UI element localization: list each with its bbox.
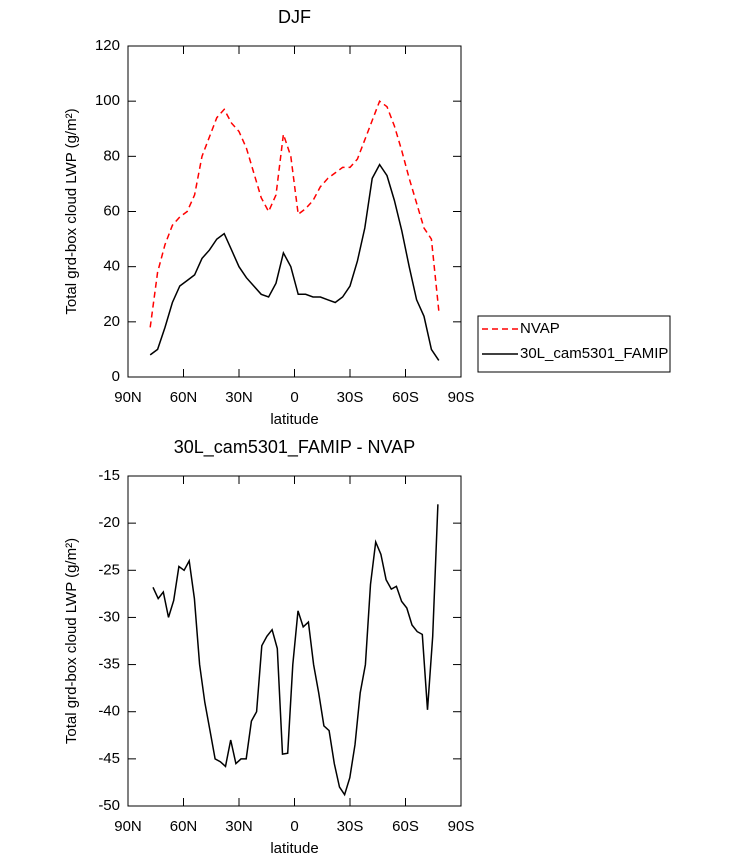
- y-tick-label: 0: [112, 368, 120, 385]
- plot-frame: [127, 45, 462, 378]
- x-tick-label: 90N: [114, 389, 142, 406]
- legend-label: NVAP: [520, 320, 560, 337]
- x-tick-label: 60S: [392, 389, 419, 406]
- y-axis-label: Total grd-box cloud LWP (g/m²): [63, 538, 80, 744]
- data-line: [149, 100, 440, 328]
- y-tick-label: 40: [103, 258, 120, 275]
- data-line: [149, 163, 440, 361]
- legend-label: 30L_cam5301_FAMIP: [520, 345, 668, 362]
- y-tick-label: -20: [98, 514, 120, 531]
- y-tick-label: -45: [98, 750, 120, 767]
- x-tick-label: 90S: [448, 818, 475, 835]
- x-tick-label: 90N: [114, 818, 142, 835]
- y-tick-label: -40: [98, 703, 120, 720]
- x-tick-label: 30S: [337, 389, 364, 406]
- x-tick-label: 90S: [448, 389, 475, 406]
- data-line: [152, 504, 439, 797]
- x-axis-label: latitude: [270, 840, 318, 857]
- x-tick-label: 0: [290, 818, 298, 835]
- x-tick-label: 60N: [170, 389, 198, 406]
- chart-title: DJF: [278, 7, 311, 27]
- y-tick-label: -30: [98, 608, 120, 625]
- y-axis-label: Total grd-box cloud LWP (g/m²): [63, 108, 80, 314]
- y-tick-label: 60: [103, 202, 120, 219]
- y-tick-label: 120: [95, 37, 120, 54]
- y-tick-label: 80: [103, 147, 120, 164]
- x-tick-label: 0: [290, 389, 298, 406]
- legend-box: [477, 315, 671, 373]
- x-tick-label: 60N: [170, 818, 198, 835]
- y-tick-label: 20: [103, 313, 120, 330]
- y-tick-label: -15: [98, 467, 120, 484]
- chart-title: 30L_cam5301_FAMIP - NVAP: [174, 437, 415, 458]
- x-tick-label: 60S: [392, 818, 419, 835]
- x-tick-label: 30N: [225, 389, 253, 406]
- x-axis-label: latitude: [270, 411, 318, 428]
- y-tick-label: -50: [98, 797, 120, 814]
- y-tick-label: 100: [95, 92, 120, 109]
- y-tick-label: -25: [98, 561, 120, 578]
- x-tick-label: 30S: [337, 818, 364, 835]
- x-tick-label: 30N: [225, 818, 253, 835]
- y-tick-label: -35: [98, 656, 120, 673]
